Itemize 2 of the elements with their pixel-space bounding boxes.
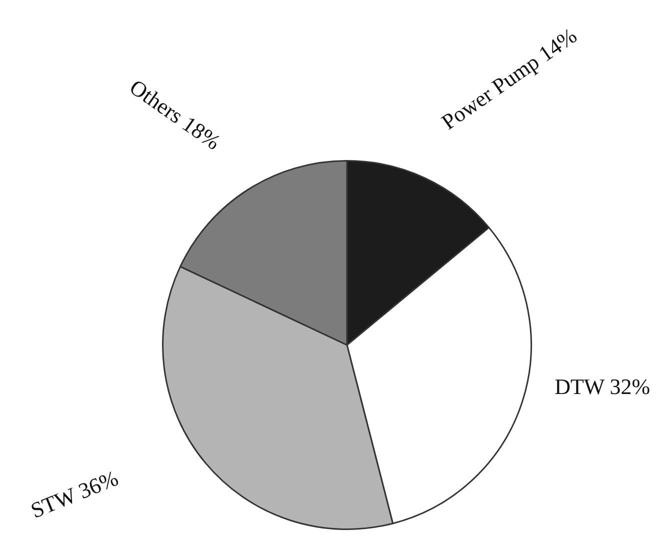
slice-label: DTW 32% bbox=[554, 374, 650, 399]
slice-label: STW 36% bbox=[27, 465, 122, 523]
